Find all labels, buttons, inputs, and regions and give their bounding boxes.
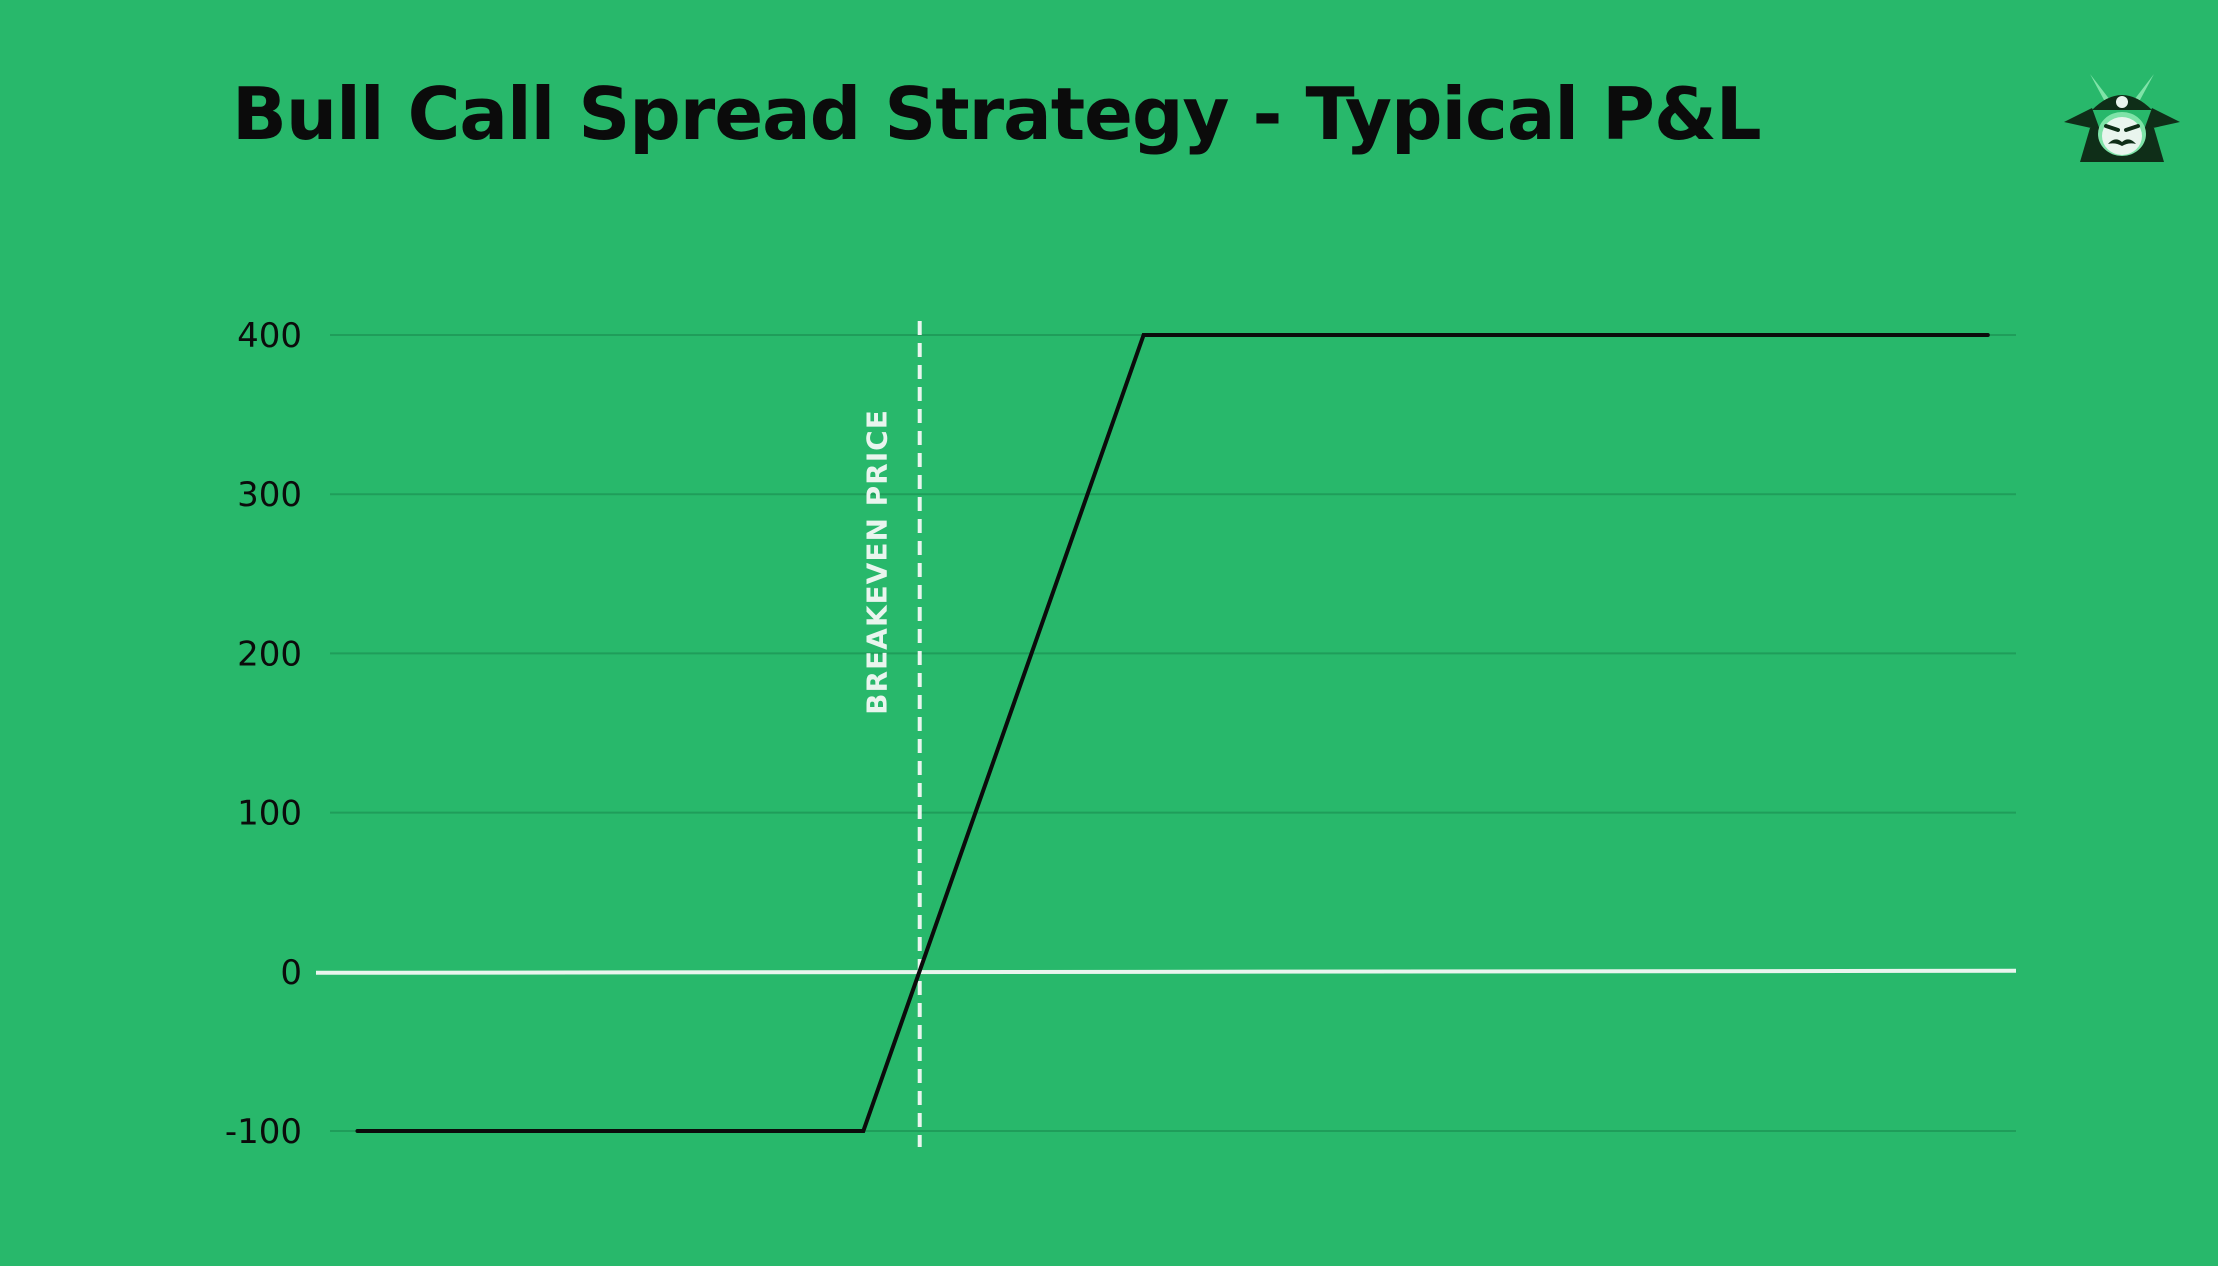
samurai-helmet-icon [2064,74,2180,162]
y-tick-label: 200 [237,634,302,674]
y-tick-label: 300 [237,475,302,515]
breakeven-marker: BREAKEVEN PRICE [861,321,922,1147]
y-axis-ticks: 400 300 200 100 0 -100 [225,316,302,1152]
y-tick-label: 100 [237,794,302,834]
zero-line [315,968,2017,975]
page-title: Bull Call Spread Strategy - Typical P&L [232,72,1762,156]
payoff-line-0 [355,333,1990,1133]
gridlines [330,334,2016,1132]
y-tick-label: 0 [280,953,302,993]
y-tick-label: 400 [237,316,302,356]
payoff-series [355,333,1990,1133]
breakeven-label: BREAKEVEN PRICE [861,409,894,715]
zero-line-stroke [315,968,2017,975]
y-tick-label: -100 [225,1112,302,1152]
